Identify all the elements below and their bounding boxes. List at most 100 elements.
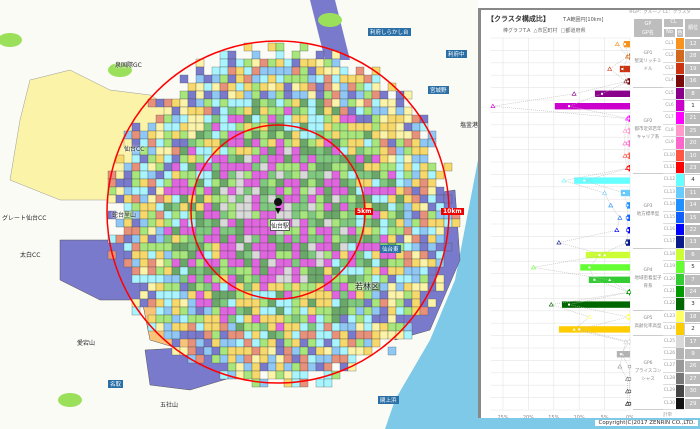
map-block [307,66,317,76]
map-block [147,202,157,212]
map-block [179,162,189,172]
map-block [211,66,221,76]
map-block [291,178,301,188]
map-block [347,146,357,156]
map-block [315,74,325,84]
map-block [235,154,245,164]
map-block [171,226,181,236]
map-block [299,82,309,92]
map-block [155,154,165,164]
map-block [339,186,349,196]
map-block [275,74,285,84]
map-block [179,146,189,156]
cluster-color-swatch [676,372,684,386]
map-block [187,274,197,284]
map-block [411,226,421,236]
map-block [211,162,221,172]
map-block [331,250,341,260]
map-view[interactable]: 泉国際GC 仙台CC グレート仙台CC 太白CC 愛宕山 五社山 若林区 仙台駅… [0,0,478,429]
map-block [275,346,285,356]
map-block [403,194,413,204]
map-block [323,218,333,228]
station-tag[interactable]: 利府中 [446,50,467,58]
map-block [155,186,165,196]
map-block [251,234,261,244]
station-tag[interactable]: 利府しらかし台 [368,28,411,36]
map-block [323,266,333,276]
map-block [203,226,213,236]
map-block [147,130,157,140]
map-block [251,66,261,76]
station-tag[interactable]: 閖上浜 [378,396,399,404]
map-block [251,306,261,316]
map-block [195,234,205,244]
map-block [195,66,205,76]
map-block [347,346,357,356]
map-block [163,114,173,124]
map-block [403,250,413,260]
map-block [203,194,213,204]
map-block [211,338,221,348]
map-block [171,274,181,284]
map-block [275,42,285,52]
map-block [267,106,277,116]
map-block [251,98,261,108]
map-block [387,210,397,220]
map-block [411,162,421,172]
map-block [243,114,253,124]
map-block [403,298,413,308]
map-block [139,234,149,244]
map-block [267,362,277,372]
map-block [267,114,277,124]
map-block [211,106,221,116]
map-block [219,242,229,252]
marker-triangle [586,314,592,319]
map-block [259,282,269,292]
map-block [171,186,181,196]
cluster-map[interactable] [0,0,478,429]
map-block [411,250,421,260]
map-block [323,378,333,388]
map-block [203,234,213,244]
map-block [395,266,405,276]
map-block [291,250,301,260]
map-block [219,306,229,316]
map-block [323,74,333,84]
map-block [291,346,301,356]
map-block [275,370,285,380]
station-tag[interactable]: 仙台東 [380,245,401,253]
map-block [315,98,325,108]
station-tag[interactable]: 名取 [108,380,124,388]
map-block [211,234,221,244]
map-block [227,178,237,188]
map-block [203,250,213,260]
map-block [275,154,285,164]
map-block [251,154,261,164]
map-block [267,282,277,292]
map-block [243,242,253,252]
marker-square [567,302,571,307]
map-block [331,122,341,132]
cluster-no: CL30 [663,397,676,410]
map-block [147,282,157,292]
map-block [387,130,397,140]
map-block [403,178,413,188]
station-tag[interactable]: 宮城野 [428,86,449,94]
map-block [219,186,229,196]
map-block [291,90,301,100]
bar-CL24 [558,326,630,333]
map-block [435,218,445,228]
map-block [243,274,253,284]
map-block [211,298,221,308]
map-block [195,338,205,348]
map-block [171,162,181,172]
map-block [307,202,317,212]
map-block [227,346,237,356]
map-block [379,306,389,316]
map-block [131,154,141,164]
cluster-color-swatch [676,174,684,187]
map-block [283,122,293,132]
map-block [155,258,165,268]
cluster-composition-panel: 25%20%15%10%5%0% 【クラスタ構成比】 T.A範囲円[10km] … [478,8,700,422]
map-block [211,114,221,124]
